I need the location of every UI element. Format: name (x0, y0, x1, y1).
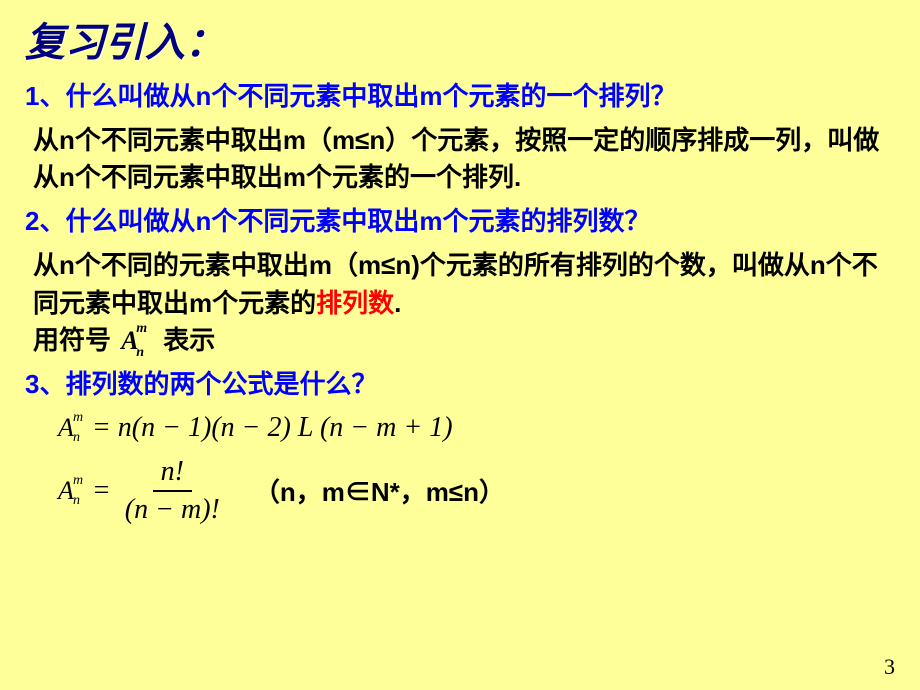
question-3: 3、排列数的两个公式是什么？ (25, 368, 895, 402)
formula2-A: A m n (58, 476, 74, 506)
condition: （n，m∈N*，m≤n） (254, 472, 505, 509)
question-1: 1、什么叫做从n个不同元素中取出m个元素的一个排列？ (25, 80, 895, 114)
formula1-rhs: = n(n − 1)(n − 2) L (n − m + 1) (92, 412, 453, 444)
A-subscript: n (136, 343, 144, 363)
answer-2: 从n个不同的元素中取出m（m≤n)个元素的所有排列的个数，叫做从n个不同元素中取… (33, 247, 895, 360)
formula2-eq: = (92, 475, 111, 507)
slide-title: 复习引入： (25, 10, 895, 68)
question-2: 2、什么叫做从n个不同元素中取出m个元素的排列数？ (25, 205, 895, 239)
answer-1: 从n个不同元素中取出m（m≤n）个元素，按照一定的顺序排成一列，叫做从n个不同元… (33, 122, 895, 197)
denominator: (n − m)! (117, 492, 228, 526)
A-superscript: m (136, 319, 147, 339)
symbol-prefix: 用符号 (33, 325, 111, 355)
answer-2-part2: . (394, 288, 401, 318)
answer-2-highlight: 排列数 (316, 288, 394, 318)
formula-2: A m n = n! (n − m)! （n，m∈N*，m≤n） (55, 456, 895, 526)
answer-2-part1: 从n个不同的元素中取出m（m≤n)个元素的所有排列的个数，叫做从n个不同元素中取… (33, 250, 878, 318)
fraction: n! (n − m)! (117, 456, 228, 526)
page-number: 3 (884, 654, 895, 680)
formula1-A: A m n (58, 413, 74, 443)
permutation-symbol: A m n (121, 322, 138, 360)
numerator: n! (153, 456, 192, 492)
formula-block: A m n = n(n − 1)(n − 2) L (n − m + 1) A … (55, 412, 895, 526)
symbol-suffix: 表示 (163, 325, 215, 355)
formula-1: A m n = n(n − 1)(n − 2) L (n − m + 1) (55, 412, 895, 444)
